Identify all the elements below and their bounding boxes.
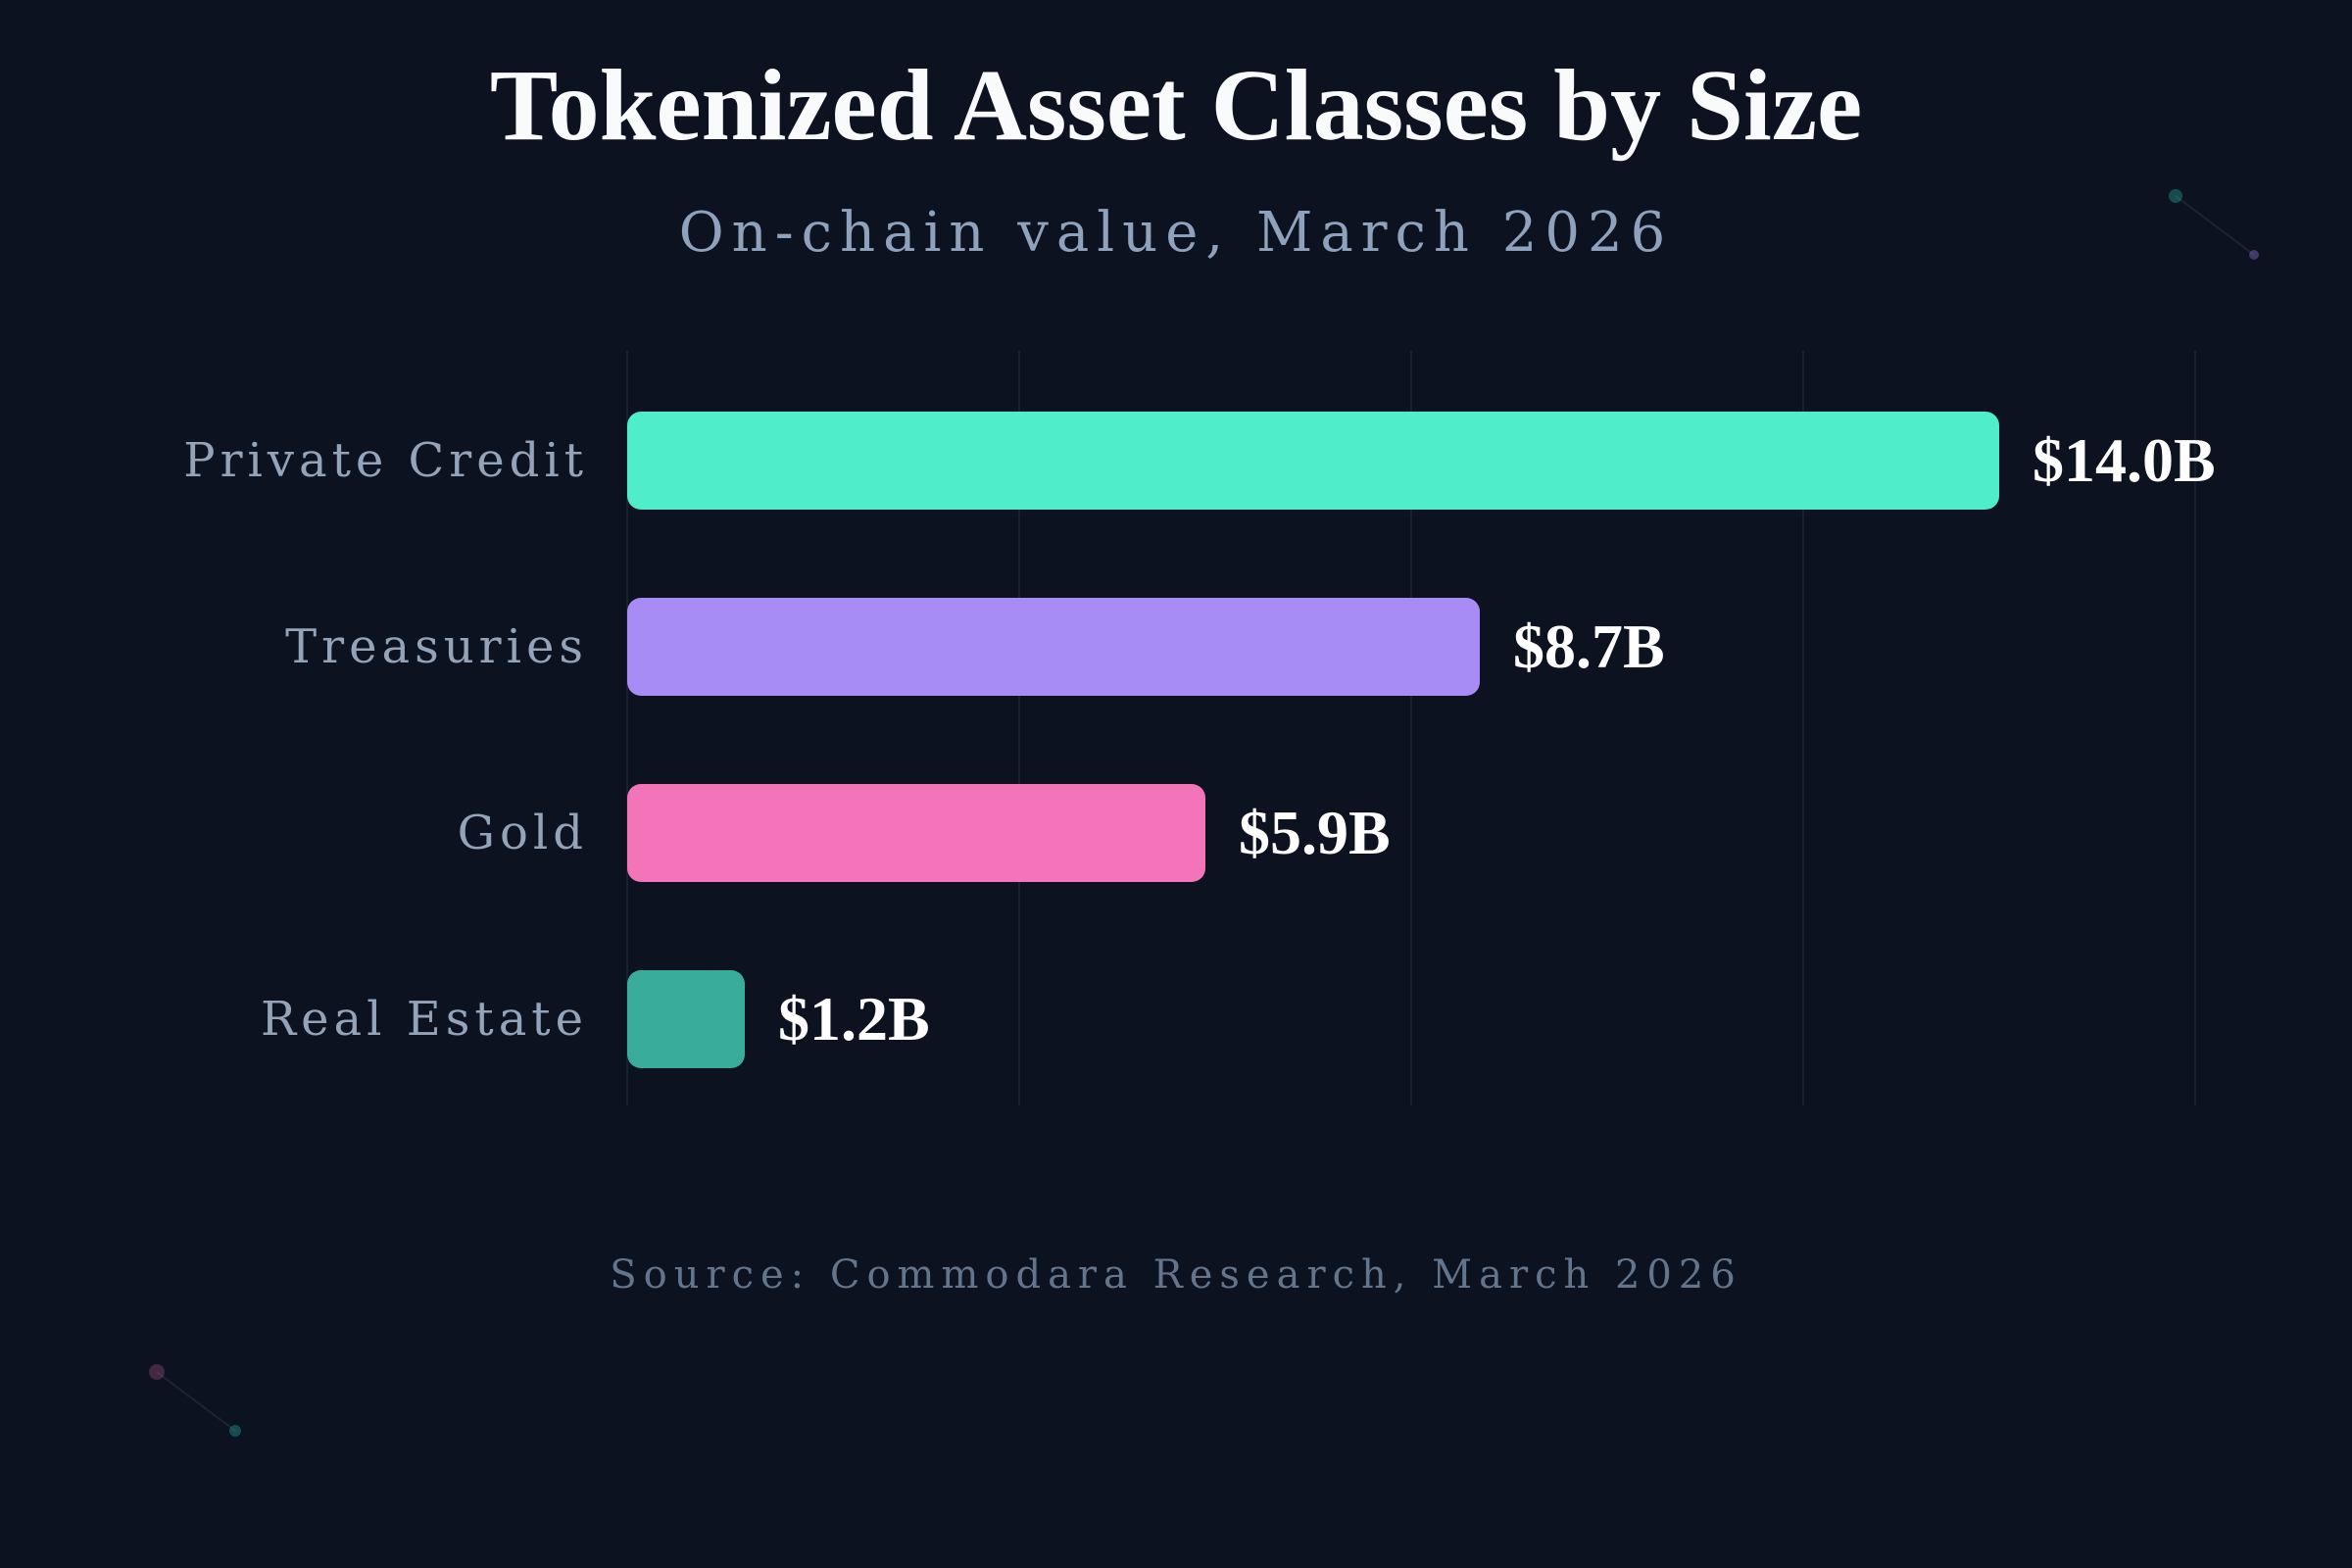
category-label: Gold [457, 806, 588, 860]
gridline [1018, 351, 1020, 1105]
value-label: $8.7B [1513, 612, 1665, 681]
source-caption: Source: Commodara Research, March 2026 [610, 1252, 1742, 1298]
gridline [2194, 351, 2196, 1105]
bar [627, 412, 1999, 510]
bar-row: Treasuries $8.7B [0, 598, 2352, 696]
value-label: $5.9B [1239, 798, 1391, 867]
gridline [626, 351, 628, 1105]
category-label: Private Credit [183, 433, 588, 488]
chart-subtitle: On-chain value, March 2026 [678, 201, 1674, 265]
bar [627, 598, 1480, 696]
gridline [1410, 351, 1412, 1105]
category-label: Treasuries [285, 619, 588, 674]
bar-row: Gold $5.9B [0, 784, 2352, 882]
value-label: $1.2B [778, 984, 930, 1054]
chart-title: Tokenized Asset Classes by Size [489, 49, 1863, 162]
bar [627, 784, 1205, 882]
bar [627, 970, 745, 1068]
value-label: $14.0B [2033, 425, 2216, 495]
category-label: Real Estate [260, 992, 588, 1047]
bar-row: Real Estate $1.2B [0, 970, 2352, 1068]
bar-row: Private Credit $14.0B [0, 412, 2352, 510]
gridline [1802, 351, 1804, 1105]
